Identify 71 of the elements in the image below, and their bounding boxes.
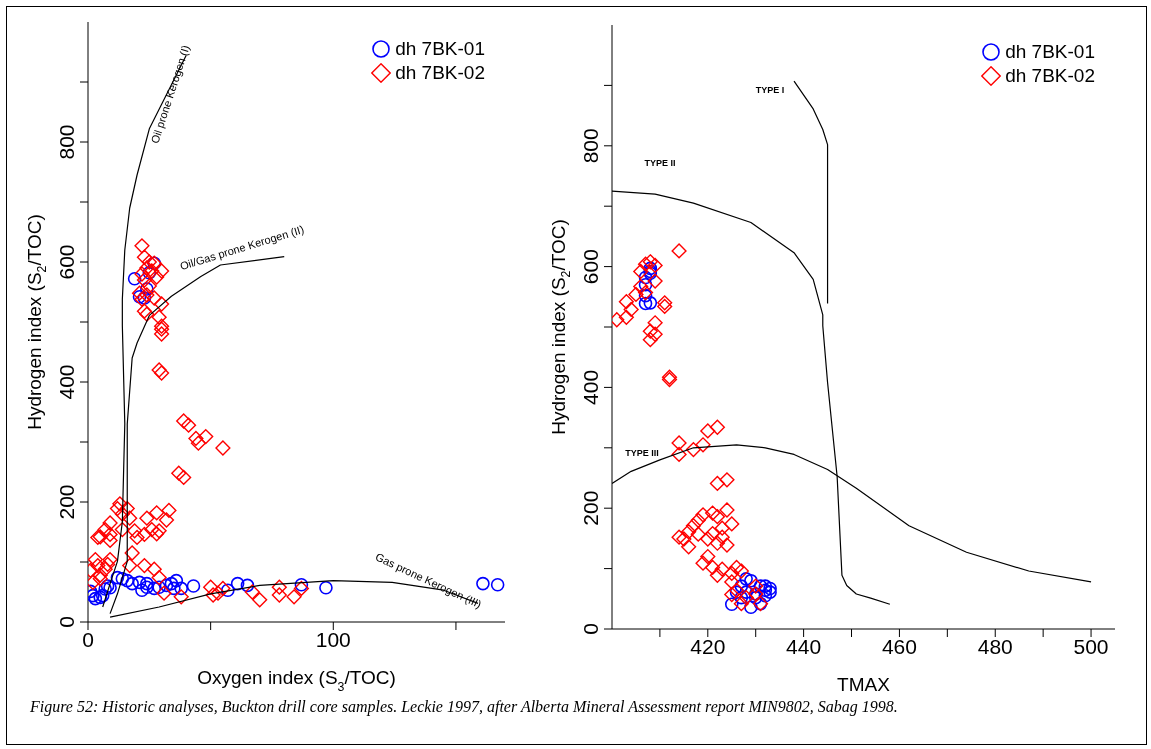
point (638, 270, 653, 285)
y-tick-label: 800 (55, 124, 78, 160)
point (110, 570, 125, 585)
point (127, 272, 142, 286)
y-tick-label: 400 (579, 369, 602, 405)
point (140, 580, 154, 594)
y-tick-label: 800 (579, 128, 602, 164)
point (230, 576, 245, 591)
legend-label: dh 7BK-02 (1005, 64, 1095, 88)
caption: Figure 52: Historic analyses, Buckton drill core samples. Leckie 1997, after Alberta Mineral Assessment report MIN9802, Sabag 1998. (30, 698, 899, 716)
point (763, 585, 777, 599)
series-label: TYPE III (625, 447, 659, 458)
point (132, 575, 147, 590)
legend-label: dh 7BK-02 (395, 61, 485, 85)
point (744, 573, 758, 588)
line-series (793, 80, 829, 305)
legend-label: dh 7BK-01 (1005, 40, 1095, 64)
y-tick-label: 600 (55, 244, 78, 280)
point (319, 581, 333, 595)
point (115, 572, 130, 586)
x-tick-label: 100 (315, 627, 351, 651)
point (147, 581, 162, 596)
point (744, 600, 758, 615)
text: TYPE II (644, 158, 676, 169)
series-label: TYPE I (755, 84, 785, 95)
x-tick-label: 440 (786, 634, 822, 658)
point (174, 581, 189, 596)
point (186, 579, 201, 593)
y-tick-label: 400 (55, 364, 78, 400)
point (221, 583, 235, 597)
point (240, 578, 255, 593)
x-tick-label: 460 (881, 634, 917, 658)
point (734, 590, 749, 605)
point (490, 578, 505, 592)
x-tick-label: 480 (977, 634, 1013, 658)
y-tick-label: 200 (55, 484, 78, 520)
point (169, 573, 184, 588)
point (739, 585, 753, 599)
point (140, 576, 154, 591)
point (638, 277, 653, 292)
point (132, 290, 147, 304)
point (135, 583, 149, 597)
point (734, 579, 749, 593)
text: Oil/Gas prone Kerogen (II) (178, 222, 306, 273)
x-tick-label: 500 (1073, 634, 1109, 658)
point (724, 597, 739, 612)
point (152, 580, 166, 594)
point (476, 576, 490, 591)
point (758, 579, 773, 593)
y-tick-label: 600 (579, 249, 602, 285)
point (638, 296, 653, 311)
point (125, 576, 139, 591)
point (294, 578, 309, 592)
point (643, 296, 658, 310)
x-tick-label: 0 (82, 627, 94, 651)
point (159, 578, 174, 593)
point (164, 576, 179, 591)
legend-label: dh 7BK-01 (395, 37, 485, 61)
x-axis-title: Oxygen index (S$_{3}$/TOC) (197, 667, 396, 694)
point (638, 288, 653, 303)
point (140, 282, 154, 296)
y-tick-label: 200 (579, 490, 602, 526)
point (739, 572, 753, 586)
point (120, 573, 135, 588)
point (167, 581, 181, 596)
point (753, 579, 768, 593)
y-tick-label: 0 (55, 616, 78, 628)
point (758, 588, 773, 603)
point (763, 581, 777, 596)
x-tick-label: 420 (690, 634, 726, 658)
x-axis-title: TMAX (837, 674, 891, 695)
